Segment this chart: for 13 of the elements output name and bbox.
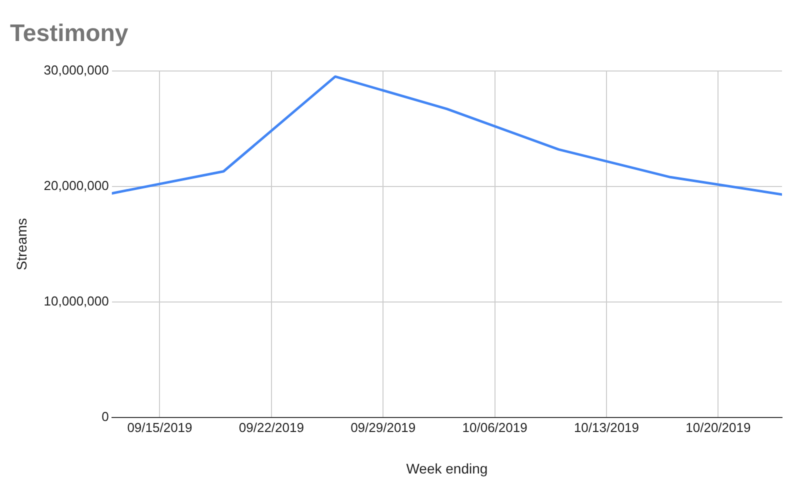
- chart-title: Testimony: [10, 20, 129, 48]
- y-tick-label: 0: [102, 409, 109, 424]
- y-tick-label: 10,000,000: [44, 294, 109, 309]
- x-tick-label: 09/22/2019: [238, 420, 304, 435]
- x-tick-label: 10/06/2019: [462, 420, 528, 435]
- x-tick-label: 09/29/2019: [350, 420, 416, 435]
- x-tick-label: 10/20/2019: [686, 420, 751, 435]
- y-tick-label: 30,000,000: [44, 62, 109, 78]
- x-axis-title: Week ending: [406, 460, 488, 476]
- x-tick-label: 09/15/2019: [127, 420, 192, 435]
- y-tick-label: 20,000,000: [44, 178, 109, 193]
- y-axis-title: Streams: [13, 218, 30, 270]
- x-tick-label: 10/13/2019: [574, 420, 640, 435]
